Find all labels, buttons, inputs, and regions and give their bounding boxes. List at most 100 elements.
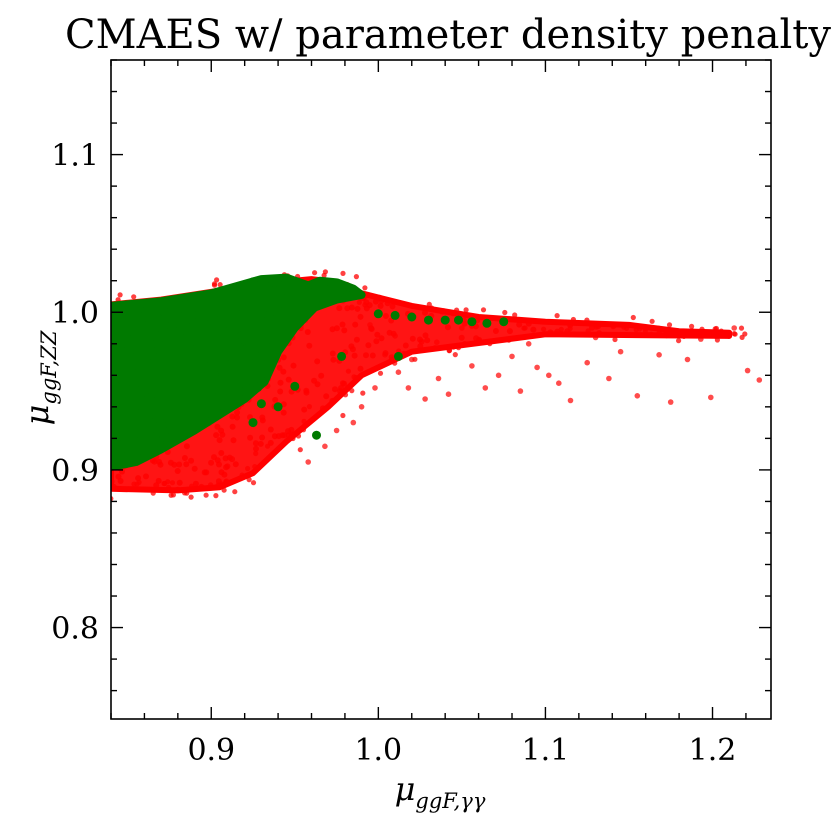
data-point <box>143 473 149 480</box>
data-point <box>345 368 351 374</box>
data-point <box>342 392 349 398</box>
data-point <box>530 326 537 333</box>
data-point <box>637 326 643 332</box>
data-point <box>301 406 308 413</box>
data-point <box>667 399 674 405</box>
data-point <box>666 322 673 328</box>
data-point <box>211 282 218 288</box>
data-point <box>382 352 388 358</box>
data-point <box>305 459 312 465</box>
data-point <box>167 407 177 417</box>
data-point <box>731 325 737 331</box>
data-point <box>492 328 499 334</box>
data-point <box>337 351 347 361</box>
data-point <box>440 315 450 325</box>
data-point <box>112 403 122 413</box>
data-point <box>487 341 493 347</box>
data-point <box>194 370 204 380</box>
data-point <box>288 426 295 433</box>
data-point <box>495 372 502 379</box>
data-point <box>570 316 577 323</box>
data-point <box>389 303 396 310</box>
data-point <box>357 313 364 320</box>
data-point <box>264 310 274 320</box>
data-point <box>467 317 477 327</box>
data-point <box>341 327 348 334</box>
data-point <box>157 324 167 334</box>
data-point <box>166 313 176 323</box>
data-point <box>463 307 469 313</box>
data-point <box>248 277 258 287</box>
data-point <box>251 297 261 307</box>
y-tick-label: 0.8 <box>51 612 99 647</box>
data-point <box>689 323 695 329</box>
data-point <box>339 321 346 328</box>
data-point <box>132 334 142 344</box>
data-point <box>257 440 264 447</box>
data-point <box>228 356 238 366</box>
data-point <box>114 364 124 373</box>
data-point <box>290 381 300 391</box>
data-point <box>256 399 266 409</box>
data-point <box>321 272 327 278</box>
data-point <box>480 307 487 313</box>
data-point <box>341 292 351 302</box>
data-point <box>517 388 524 394</box>
data-point <box>176 479 183 486</box>
data-point <box>111 483 117 490</box>
data-point <box>226 308 236 318</box>
data-point <box>301 418 307 424</box>
data-point <box>229 413 236 420</box>
x-axis-label: μggF,γγ <box>395 770 486 813</box>
data-point <box>405 385 412 391</box>
data-point <box>321 293 330 303</box>
data-point <box>648 331 654 337</box>
data-point <box>245 465 251 472</box>
data-point <box>230 437 237 444</box>
data-point <box>102 484 107 489</box>
data-point <box>377 302 384 309</box>
data-point <box>172 347 182 357</box>
data-point <box>200 389 210 399</box>
data-point <box>111 335 117 345</box>
data-point <box>231 324 241 334</box>
data-point <box>201 485 207 491</box>
data-point <box>168 360 178 370</box>
data-point <box>606 375 612 382</box>
data-point <box>312 270 318 276</box>
data-point <box>124 404 134 413</box>
data-point <box>116 383 126 393</box>
data-point <box>161 391 171 401</box>
data-point <box>148 359 157 369</box>
data-point <box>304 329 311 335</box>
data-point <box>353 336 360 343</box>
data-point <box>191 337 201 347</box>
data-point <box>461 341 468 347</box>
data-point <box>202 371 212 381</box>
data-point <box>372 385 378 391</box>
data-point <box>205 485 211 491</box>
data-point <box>117 292 123 298</box>
data-point <box>166 484 172 490</box>
data-point <box>314 358 321 365</box>
data-point <box>250 480 257 486</box>
data-point <box>285 326 295 336</box>
data-point <box>154 382 164 392</box>
data-point <box>378 335 385 342</box>
data-point <box>482 385 489 391</box>
data-point <box>239 472 245 478</box>
x-axis-label-main: μ <box>395 770 416 808</box>
data-point <box>259 414 266 421</box>
data-point <box>216 437 223 444</box>
x-tick-label: 1.0 <box>354 733 402 768</box>
data-point <box>332 386 338 393</box>
data-point <box>135 475 142 482</box>
data-point <box>373 338 380 345</box>
data-point <box>218 450 225 456</box>
data-point <box>257 376 267 386</box>
data-point <box>178 381 188 390</box>
data-point <box>234 409 241 416</box>
plot-frame <box>110 59 772 720</box>
data-point <box>263 325 273 335</box>
data-point <box>656 330 663 337</box>
